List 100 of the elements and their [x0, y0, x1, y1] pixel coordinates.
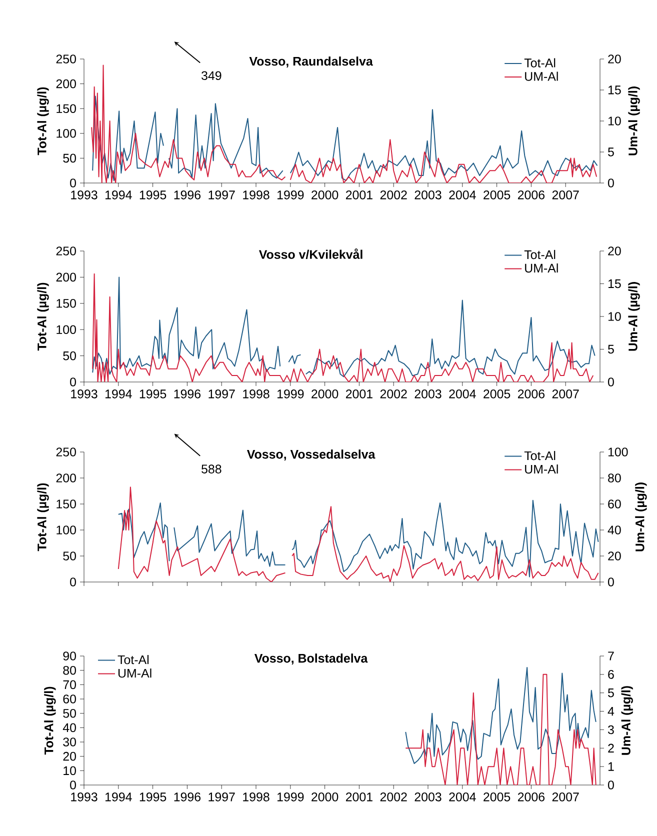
line-series [405, 666, 596, 764]
x-tick-label: 1997 [208, 390, 235, 398]
y-axis-title: Tot-Al (µg/l) [37, 282, 49, 351]
y-tick-label: 70 [63, 680, 76, 690]
annotation: 349 [202, 71, 222, 80]
y2-tick-label: 40 [608, 526, 621, 534]
y2-tick-label: 5 [608, 344, 614, 354]
chart-title: Vosso, Bolstadelva [254, 654, 368, 664]
x-tick-label: 2001 [346, 792, 372, 802]
y-tick-label: 0 [70, 378, 76, 386]
y-tick-label: 90 [63, 652, 76, 660]
x-tick-label: 2005 [484, 792, 510, 802]
x-tick-label: 1997 [208, 190, 235, 200]
y2-tick-label: 15 [608, 86, 621, 94]
x-tick-label: 1996 [174, 390, 200, 398]
x-tick-label: 2000 [312, 390, 338, 398]
chart-title: Vosso, Vossedalselva [246, 450, 376, 460]
y2-axis-title: Um-Al (µg/l) [635, 482, 647, 552]
legend-label: UM-Al [525, 72, 558, 81]
y-tick-label: 60 [63, 694, 76, 704]
x-tick-label: 2004 [449, 190, 476, 200]
y2-tick-label: 20 [608, 246, 621, 256]
x-tick-label: 2000 [312, 190, 338, 200]
y2-tick-label: 15 [608, 279, 621, 288]
y-tick-label: 50 [63, 351, 76, 360]
y-tick-label: 40 [62, 723, 76, 732]
legend-label: UM-Al [525, 464, 558, 474]
y2-tick-label: 0 [608, 780, 614, 790]
legend-label: UM-Al [525, 263, 558, 273]
x-tick-label: 2004 [449, 390, 476, 398]
x-tick-label: 1996 [174, 792, 200, 802]
x-tick-label: 1999 [278, 390, 304, 398]
y-axis-title: Tot-Al (µg/l) [37, 483, 49, 552]
legend-label: Tot-Al [524, 250, 556, 260]
x-tick-label: 1994 [106, 390, 132, 398]
y2-tick-label: 20 [608, 54, 621, 64]
y-tick-label: 150 [56, 500, 76, 508]
y2-axis-title: Um-Al (µg/l) [628, 282, 640, 351]
x-tick-label: 2002 [380, 390, 407, 398]
legend-label: Tot-Al [524, 450, 556, 460]
x-tick-label: 1995 [140, 390, 166, 398]
y-tick-label: 200 [56, 474, 76, 482]
y-tick-label: 200 [56, 272, 76, 282]
legend-label: Tot-Al [118, 655, 149, 664]
y-axis-title: Tot-Al (µg/l) [44, 686, 56, 755]
x-tick-label: 1994 [106, 792, 132, 802]
y-tick-label: 50 [63, 552, 76, 560]
legend-label: UM-Al [118, 668, 152, 678]
y2-axis-title: Um-Al (µg/l) [621, 686, 633, 755]
y-tick-label: 250 [56, 448, 76, 456]
x-tick-label: 2005 [484, 390, 510, 398]
x-tick-label: 2007 [552, 390, 579, 398]
y2-tick-label: 4 [608, 707, 614, 716]
y-axis-title: Tot-Al (µg/l) [37, 87, 49, 156]
y-tick-label: 30 [63, 738, 76, 746]
y2-tick-label: 0 [608, 178, 614, 188]
y2-tick-label: 0 [608, 378, 614, 386]
y2-tick-label: 10 [608, 116, 621, 126]
x-tick-label: 2002 [380, 792, 407, 802]
y-tick-label: 50 [63, 154, 76, 163]
x-tick-label: 1995 [140, 792, 166, 802]
x-tick-label: 1998 [243, 390, 270, 398]
y2-tick-label: 3 [608, 725, 614, 734]
y-tick-label: 0 [70, 578, 76, 586]
y-tick-label: 250 [56, 246, 76, 256]
x-tick-label: 1998 [243, 792, 270, 802]
x-tick-label: 2001 [346, 390, 372, 398]
y2-tick-label: 80 [608, 474, 621, 482]
chart-title: Vosso, Raundalselva [249, 56, 373, 68]
y2-tick-label: 0 [608, 578, 614, 586]
y2-tick-label: 1 [608, 762, 614, 771]
x-tick-label: 2006 [518, 390, 544, 398]
y-tick-label: 80 [63, 666, 76, 675]
x-tick-label: 2003 [414, 792, 442, 802]
x-tick-label: 2003 [414, 390, 442, 398]
y-tick-label: 100 [56, 526, 76, 534]
y2-tick-label: 5 [608, 688, 614, 698]
y-tick-label: 0 [70, 780, 76, 790]
x-tick-label: 1998 [243, 190, 270, 200]
annotation: 588 [202, 464, 222, 474]
x-tick-label: 1993 [71, 190, 98, 200]
y2-tick-label: 20 [608, 552, 621, 560]
x-tick-label: 1996 [174, 190, 200, 200]
x-tick-label: 2007 [552, 792, 579, 802]
y-tick-label: 50 [63, 708, 76, 718]
y-tick-label: 150 [56, 298, 76, 308]
y-tick-label: 100 [56, 128, 76, 138]
y2-tick-label: 100 [608, 448, 628, 456]
x-tick-label: 2006 [518, 190, 544, 200]
y-tick-label: 250 [56, 54, 76, 64]
x-tick-label: 1997 [208, 792, 235, 802]
y2-tick-label: 60 [608, 500, 621, 508]
y2-tick-label: 10 [608, 312, 621, 321]
x-tick-label: 1995 [140, 190, 166, 200]
y-tick-label: 10 [64, 766, 76, 776]
x-tick-label: 2000 [312, 792, 338, 802]
x-tick-label: 2004 [449, 792, 476, 802]
y-tick-label: 200 [56, 79, 76, 88]
x-tick-label: 2001 [346, 190, 372, 200]
y2-tick-label: 5 [608, 148, 614, 156]
